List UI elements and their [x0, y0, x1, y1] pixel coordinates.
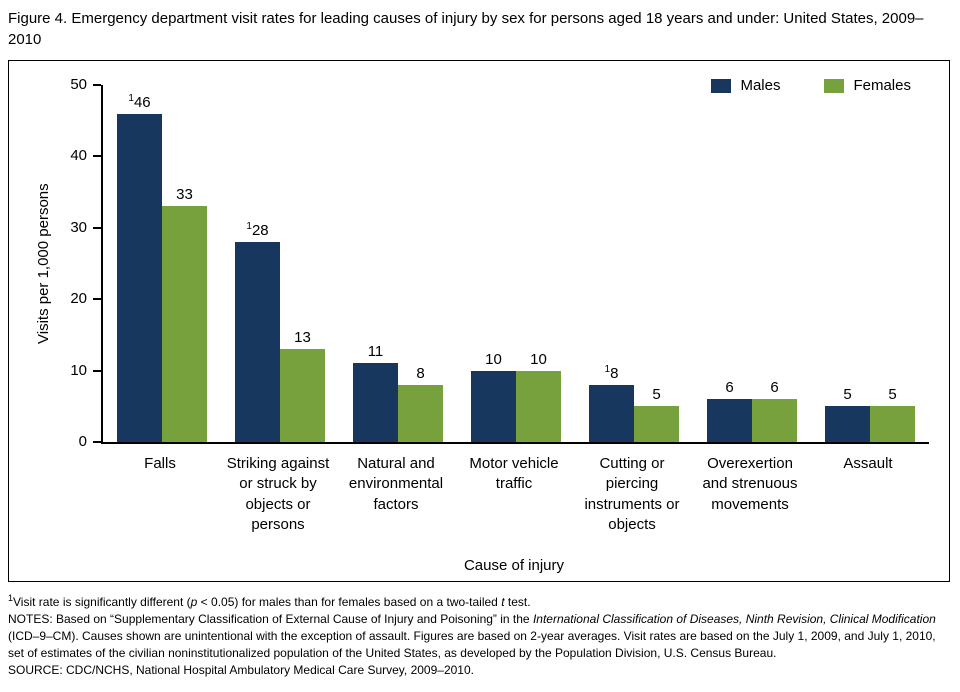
footnotes: 1Visit rate is significantly different (… — [0, 582, 960, 679]
legend: Males Females — [711, 77, 911, 94]
y-tick-mark — [93, 441, 101, 443]
y-tick-label: 30 — [70, 218, 87, 236]
plot-area: 0 10 20 30 40 50 146 33 128 13 11 8 10 10 18 5 6 6 5 5 — [70, 76, 929, 450]
bar-value-label: 6 — [770, 379, 779, 397]
bar-group: 128 13 — [221, 85, 339, 442]
footnote-line: 1Visit rate is significantly different (… — [8, 593, 531, 609]
bar-females — [634, 406, 679, 442]
bar-value-label: 33 — [176, 186, 193, 204]
bar-value-label: 6 — [725, 379, 734, 397]
y-tick-mark — [93, 369, 101, 372]
x-axis-category-labels: Falls Striking against or struck by objec… — [101, 454, 927, 535]
bar-males — [353, 363, 398, 442]
bar-column: 5 — [870, 386, 915, 442]
category-label: Natural and environmental factors — [348, 455, 444, 513]
category-label: Striking against or struck by objects or… — [226, 455, 330, 533]
bar-column: 5 — [634, 386, 679, 442]
bar-groups: 146 33 128 13 11 8 10 10 18 5 6 6 5 5 — [103, 85, 929, 442]
footnote-line: NOTES: Based on “Supplementary Classific… — [8, 612, 936, 661]
legend-swatch-females — [824, 78, 845, 93]
bar-value-label: 128 — [246, 221, 269, 240]
category-label: Falls — [144, 455, 176, 472]
bar-females — [398, 384, 443, 442]
chart-frame: Males Females Visits per 1,000 persons 0… — [8, 60, 950, 582]
y-tick-label: 10 — [70, 361, 87, 379]
bar-males — [117, 113, 162, 442]
y-tick-label: 0 — [78, 433, 87, 450]
y-axis-title: Visits per 1,000 persons — [35, 183, 52, 344]
category-label: Assault — [843, 455, 893, 472]
bar-group: 10 10 — [457, 85, 575, 442]
bar-males — [235, 242, 280, 442]
bar-column: 8 — [398, 365, 443, 442]
legend-item-males: Males — [711, 77, 780, 94]
bar-value-label: 13 — [294, 329, 311, 347]
bar-value-label: 10 — [485, 350, 502, 368]
legend-item-females: Females — [824, 77, 911, 94]
bar-males — [471, 370, 516, 442]
legend-label-males: Males — [740, 77, 781, 94]
bar-males — [707, 399, 752, 442]
bar-males — [589, 384, 634, 442]
bar-value-label: 10 — [530, 350, 547, 368]
bar-value-label: 146 — [128, 92, 151, 111]
bar-column: 10 — [471, 351, 516, 442]
bar-column: 11 — [353, 343, 398, 442]
bar-column: 13 — [280, 329, 325, 442]
bar-value-label: 5 — [888, 386, 897, 404]
bar-group: 11 8 — [339, 85, 457, 442]
bar-value-label: 18 — [604, 363, 619, 382]
category-label: Motor vehicle traffic — [469, 455, 559, 493]
y-tick-mark — [93, 84, 101, 86]
x-axis-title: Cause of injury — [463, 557, 565, 574]
bar-column: 6 — [752, 379, 797, 442]
bar-females — [280, 349, 325, 442]
category-label: Cutting or piercing instruments or objec… — [584, 455, 680, 533]
y-tick-label: 20 — [70, 290, 87, 308]
bar-females — [516, 370, 561, 442]
bar-column: 33 — [162, 186, 207, 442]
bar-group: 18 5 — [575, 85, 693, 442]
bar-value-label: 5 — [843, 386, 852, 404]
category-label: Overexertion and strenuous movements — [702, 455, 798, 513]
bar-males — [825, 406, 870, 442]
bar-females — [752, 399, 797, 442]
bar-column: 6 — [707, 379, 752, 442]
bar-column: 5 — [825, 386, 870, 442]
bar-column: 146 — [117, 93, 162, 442]
y-tick-label: 40 — [70, 147, 87, 165]
bar-group: 146 33 — [103, 85, 221, 442]
y-tick-label: 50 — [70, 76, 87, 93]
bar-females — [870, 406, 915, 442]
bar-column: 10 — [516, 351, 561, 442]
bar-value-label: 11 — [367, 343, 384, 361]
bar-column: 128 — [235, 221, 280, 442]
bar-column: 18 — [589, 364, 634, 442]
y-tick-mark — [93, 155, 101, 158]
bar-value-label: 8 — [416, 364, 425, 382]
bar-females — [162, 206, 207, 442]
footnote-line: SOURCE: CDC/NCHS, National Hospital Ambu… — [8, 663, 474, 678]
legend-swatch-males — [711, 78, 732, 93]
bar-value-label: 5 — [652, 386, 661, 404]
legend-label-females: Females — [853, 77, 911, 94]
y-tick-mark — [93, 226, 101, 229]
y-tick-mark — [93, 298, 101, 301]
figure-title: Figure 4. Emergency department visit rat… — [8, 10, 924, 48]
